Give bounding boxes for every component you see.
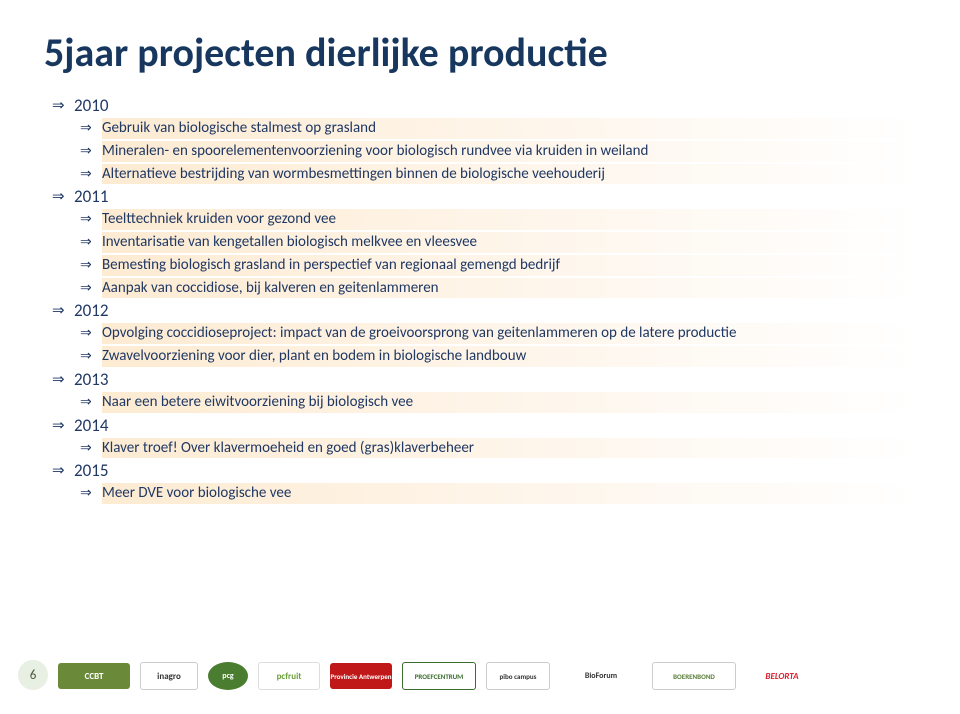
- content-list: 2010 Gebruik van biologische stalmest op…: [44, 95, 916, 504]
- year-2010: 2010: [74, 95, 916, 116]
- list-item: Inventarisatie van kengetallen biologisc…: [102, 232, 916, 253]
- logo-pcfruit: pcfruit: [258, 662, 320, 690]
- year-2015: 2015: [74, 460, 916, 481]
- logo-belorta: BELORTA: [746, 663, 818, 689]
- page-number: 6: [18, 660, 48, 690]
- list-item: Mineralen- en spoorelementenvoorziening …: [102, 141, 916, 162]
- slide: 5jaar projecten dierlijke productie 2010…: [0, 0, 960, 714]
- items-2010: Gebruik van biologische stalmest op gras…: [74, 118, 916, 184]
- footer-logos: CCBT inagro pcg pcfruit Provincie Antwer…: [58, 658, 930, 694]
- list-item: Bemesting biologisch grasland in perspec…: [102, 255, 916, 276]
- items-2011: Teelttechniek kruiden voor gezond vee In…: [74, 209, 916, 298]
- items-2012: Opvolging coccidioseproject: impact van …: [74, 323, 916, 367]
- items-2013: Naar een betere eiwitvoorziening bij bio…: [74, 392, 916, 413]
- logo-proefcentrum: PROEFCENTRUM: [402, 662, 476, 690]
- year-2013: 2013: [74, 369, 916, 390]
- list-item: Meer DVE voor biologische vee: [102, 483, 916, 504]
- logo-ccbt: CCBT: [58, 663, 130, 689]
- list-item: Aanpak van coccidiose, bij kalveren en g…: [102, 278, 916, 299]
- list-item: Alternatieve bestrijding van wormbesmett…: [102, 164, 916, 185]
- items-2015: Meer DVE voor biologische vee: [74, 483, 916, 504]
- year-2011: 2011: [74, 186, 916, 207]
- logo-provincie-antwerpen: Provincie Antwerpen: [330, 663, 392, 689]
- list-item: Gebruik van biologische stalmest op gras…: [102, 118, 916, 139]
- list-item: Opvolging coccidioseproject: impact van …: [102, 323, 916, 344]
- logo-pibo: pibo campus: [486, 662, 550, 690]
- logo-inagro: inagro: [140, 662, 198, 690]
- year-2014: 2014: [74, 415, 916, 436]
- logo-boerenbond: BOERENBOND: [652, 662, 736, 690]
- slide-title: 5jaar projecten dierlijke productie: [44, 28, 916, 77]
- list-item: Klaver troef! Over klavermoeheid en goed…: [102, 438, 916, 459]
- logo-bioforum: BioForum: [560, 663, 642, 689]
- items-2014: Klaver troef! Over klavermoeheid en goed…: [74, 438, 916, 459]
- logo-pcg: pcg: [208, 662, 248, 690]
- list-item: Naar een betere eiwitvoorziening bij bio…: [102, 392, 916, 413]
- year-2012: 2012: [74, 300, 916, 321]
- list-item: Zwavelvoorziening voor dier, plant en bo…: [102, 346, 916, 367]
- list-item: Teelttechniek kruiden voor gezond vee: [102, 209, 916, 230]
